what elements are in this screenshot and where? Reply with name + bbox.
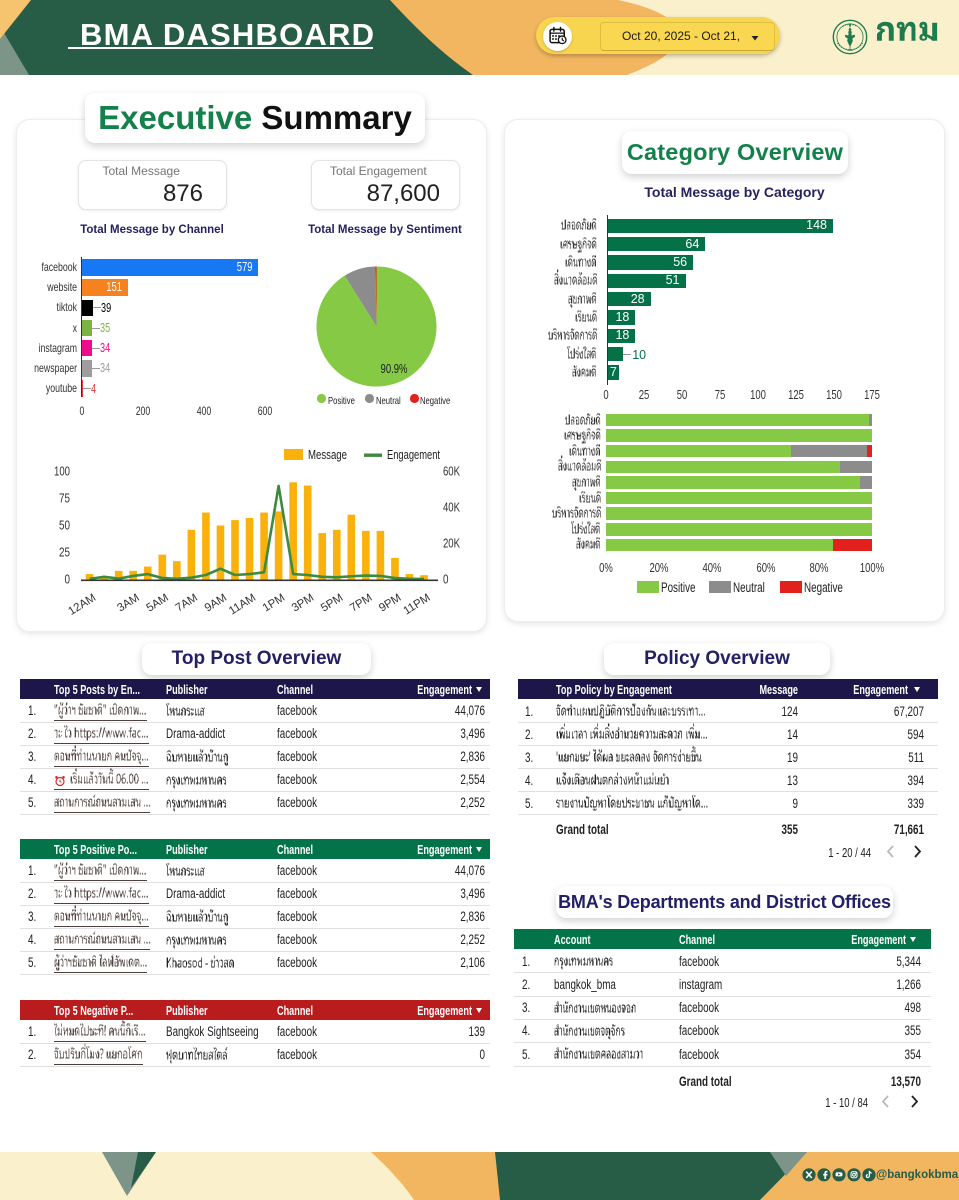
svg-text:Message: Message (308, 448, 347, 462)
svg-text:9AM: 9AM (203, 592, 229, 615)
svg-text:25: 25 (59, 546, 70, 560)
svg-text:75: 75 (59, 492, 70, 506)
svg-text:0: 0 (65, 573, 71, 587)
svg-text:9PM: 9PM (377, 592, 403, 615)
svg-text:100: 100 (54, 465, 70, 479)
svg-text:5AM: 5AM (144, 592, 170, 615)
svg-text:40K: 40K (443, 501, 460, 515)
svg-text:3AM: 3AM (115, 592, 141, 615)
svg-text:11PM: 11PM (401, 592, 432, 618)
svg-text:7PM: 7PM (348, 592, 374, 615)
svg-text:7AM: 7AM (174, 592, 200, 615)
svg-text:11AM: 11AM (227, 592, 258, 618)
svg-text:20K: 20K (443, 537, 460, 551)
svg-text:3PM: 3PM (290, 592, 316, 615)
svg-text:0: 0 (443, 573, 449, 587)
svg-text:5PM: 5PM (319, 592, 345, 615)
svg-text:60K: 60K (443, 465, 460, 479)
svg-text:12AM: 12AM (66, 592, 98, 618)
svg-text:Engagement: Engagement (387, 448, 440, 462)
svg-text:1PM: 1PM (261, 592, 287, 615)
svg-text:50: 50 (59, 519, 70, 533)
